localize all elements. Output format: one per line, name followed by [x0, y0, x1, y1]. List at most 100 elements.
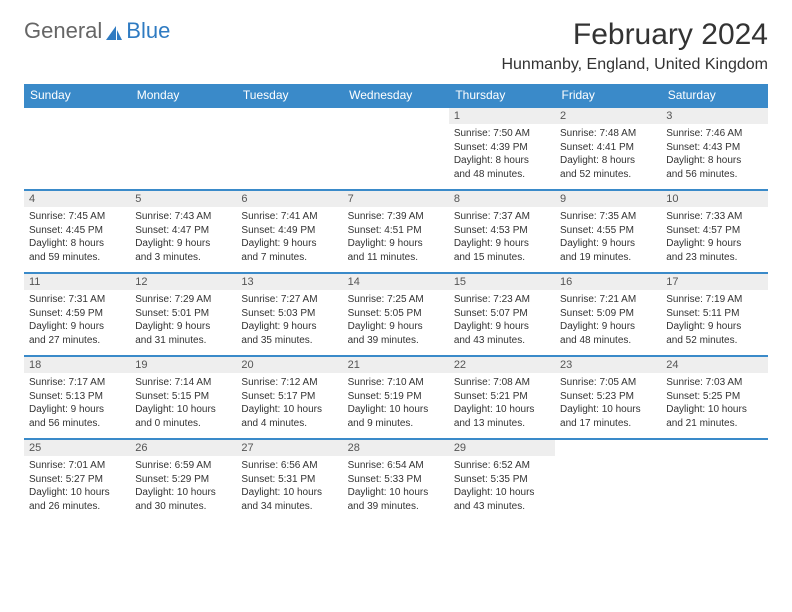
- calendar-day-cell: 18Sunrise: 7:17 AMSunset: 5:13 PMDayligh…: [24, 356, 130, 439]
- daylight-text-1: Daylight: 9 hours: [666, 237, 762, 251]
- daylight-text-2: and 13 minutes.: [454, 417, 550, 431]
- daylight-text-1: Daylight: 10 hours: [348, 486, 444, 500]
- day-number: 25: [24, 440, 130, 456]
- day-details: Sunrise: 7:21 AMSunset: 5:09 PMDaylight:…: [555, 290, 661, 355]
- daylight-text-2: and 15 minutes.: [454, 251, 550, 265]
- day-number: 29: [449, 440, 555, 456]
- daylight-text-2: and 34 minutes.: [241, 500, 337, 514]
- daylight-text-1: Daylight: 10 hours: [560, 403, 656, 417]
- sunrise-text: Sunrise: 7:31 AM: [29, 293, 125, 307]
- day-details: Sunrise: 7:12 AMSunset: 5:17 PMDaylight:…: [236, 373, 342, 438]
- daylight-text-1: Daylight: 10 hours: [241, 486, 337, 500]
- day-number: 8: [449, 191, 555, 207]
- calendar-day-cell: [661, 439, 767, 521]
- sunrise-text: Sunrise: 7:12 AM: [241, 376, 337, 390]
- sunrise-text: Sunrise: 7:39 AM: [348, 210, 444, 224]
- daylight-text-1: Daylight: 10 hours: [241, 403, 337, 417]
- day-details: Sunrise: 6:56 AMSunset: 5:31 PMDaylight:…: [236, 456, 342, 521]
- day-number: 21: [343, 357, 449, 373]
- daylight-text-2: and 56 minutes.: [666, 168, 762, 182]
- day-details: Sunrise: 7:37 AMSunset: 4:53 PMDaylight:…: [449, 207, 555, 272]
- day-details: Sunrise: 7:08 AMSunset: 5:21 PMDaylight:…: [449, 373, 555, 438]
- calendar-day-cell: 22Sunrise: 7:08 AMSunset: 5:21 PMDayligh…: [449, 356, 555, 439]
- sunset-text: Sunset: 5:15 PM: [135, 390, 231, 404]
- logo-sail-icon: [104, 22, 124, 40]
- daylight-text-1: Daylight: 10 hours: [135, 486, 231, 500]
- day-details: [130, 124, 236, 184]
- sunset-text: Sunset: 5:13 PM: [29, 390, 125, 404]
- day-details: Sunrise: 7:27 AMSunset: 5:03 PMDaylight:…: [236, 290, 342, 355]
- day-details: Sunrise: 6:54 AMSunset: 5:33 PMDaylight:…: [343, 456, 449, 521]
- day-number: 9: [555, 191, 661, 207]
- calendar-day-cell: 17Sunrise: 7:19 AMSunset: 5:11 PMDayligh…: [661, 273, 767, 356]
- sunrise-text: Sunrise: 6:54 AM: [348, 459, 444, 473]
- day-details: [661, 456, 767, 516]
- calendar-day-cell: 3Sunrise: 7:46 AMSunset: 4:43 PMDaylight…: [661, 107, 767, 190]
- sunrise-text: Sunrise: 7:10 AM: [348, 376, 444, 390]
- calendar-week-row: 25Sunrise: 7:01 AMSunset: 5:27 PMDayligh…: [24, 439, 768, 521]
- dow-saturday: Saturday: [661, 84, 767, 107]
- day-details: Sunrise: 7:10 AMSunset: 5:19 PMDaylight:…: [343, 373, 449, 438]
- day-number: [555, 440, 661, 456]
- daylight-text-2: and 48 minutes.: [560, 334, 656, 348]
- sunset-text: Sunset: 5:25 PM: [666, 390, 762, 404]
- calendar-day-cell: 19Sunrise: 7:14 AMSunset: 5:15 PMDayligh…: [130, 356, 236, 439]
- sunset-text: Sunset: 4:51 PM: [348, 224, 444, 238]
- day-details: Sunrise: 7:23 AMSunset: 5:07 PMDaylight:…: [449, 290, 555, 355]
- daylight-text-2: and 9 minutes.: [348, 417, 444, 431]
- sunset-text: Sunset: 4:53 PM: [454, 224, 550, 238]
- daylight-text-2: and 30 minutes.: [135, 500, 231, 514]
- calendar-week-row: 11Sunrise: 7:31 AMSunset: 4:59 PMDayligh…: [24, 273, 768, 356]
- day-details: Sunrise: 7:31 AMSunset: 4:59 PMDaylight:…: [24, 290, 130, 355]
- daylight-text-2: and 56 minutes.: [29, 417, 125, 431]
- daylight-text-1: Daylight: 9 hours: [241, 320, 337, 334]
- day-number: [661, 440, 767, 456]
- day-details: Sunrise: 7:01 AMSunset: 5:27 PMDaylight:…: [24, 456, 130, 521]
- daylight-text-1: Daylight: 10 hours: [666, 403, 762, 417]
- day-number: 27: [236, 440, 342, 456]
- calendar-day-cell: 11Sunrise: 7:31 AMSunset: 4:59 PMDayligh…: [24, 273, 130, 356]
- sunrise-text: Sunrise: 7:43 AM: [135, 210, 231, 224]
- daylight-text-1: Daylight: 8 hours: [454, 154, 550, 168]
- daylight-text-2: and 59 minutes.: [29, 251, 125, 265]
- daylight-text-1: Daylight: 10 hours: [29, 486, 125, 500]
- sunrise-text: Sunrise: 7:33 AM: [666, 210, 762, 224]
- day-details: Sunrise: 7:17 AMSunset: 5:13 PMDaylight:…: [24, 373, 130, 438]
- daylight-text-2: and 0 minutes.: [135, 417, 231, 431]
- daylight-text-2: and 48 minutes.: [454, 168, 550, 182]
- sunrise-text: Sunrise: 6:59 AM: [135, 459, 231, 473]
- sunrise-text: Sunrise: 7:01 AM: [29, 459, 125, 473]
- sunrise-text: Sunrise: 7:05 AM: [560, 376, 656, 390]
- dow-wednesday: Wednesday: [343, 84, 449, 107]
- sunset-text: Sunset: 5:35 PM: [454, 473, 550, 487]
- calendar-day-cell: 25Sunrise: 7:01 AMSunset: 5:27 PMDayligh…: [24, 439, 130, 521]
- sunset-text: Sunset: 4:41 PM: [560, 141, 656, 155]
- calendar-week-row: 1Sunrise: 7:50 AMSunset: 4:39 PMDaylight…: [24, 107, 768, 190]
- dow-tuesday: Tuesday: [236, 84, 342, 107]
- calendar-day-cell: 20Sunrise: 7:12 AMSunset: 5:17 PMDayligh…: [236, 356, 342, 439]
- daylight-text-2: and 7 minutes.: [241, 251, 337, 265]
- sunset-text: Sunset: 4:59 PM: [29, 307, 125, 321]
- sunrise-text: Sunrise: 7:19 AM: [666, 293, 762, 307]
- day-number: 5: [130, 191, 236, 207]
- sunrise-text: Sunrise: 7:48 AM: [560, 127, 656, 141]
- daylight-text-1: Daylight: 9 hours: [454, 237, 550, 251]
- calendar-day-cell: 14Sunrise: 7:25 AMSunset: 5:05 PMDayligh…: [343, 273, 449, 356]
- sunset-text: Sunset: 5:11 PM: [666, 307, 762, 321]
- day-details: Sunrise: 7:03 AMSunset: 5:25 PMDaylight:…: [661, 373, 767, 438]
- sunset-text: Sunset: 5:21 PM: [454, 390, 550, 404]
- sunrise-text: Sunrise: 7:08 AM: [454, 376, 550, 390]
- day-number: 6: [236, 191, 342, 207]
- day-details: Sunrise: 6:59 AMSunset: 5:29 PMDaylight:…: [130, 456, 236, 521]
- calendar-day-cell: [130, 107, 236, 190]
- day-details: Sunrise: 7:05 AMSunset: 5:23 PMDaylight:…: [555, 373, 661, 438]
- sunrise-text: Sunrise: 6:52 AM: [454, 459, 550, 473]
- title-block: February 2024 Hunmanby, England, United …: [501, 18, 768, 74]
- day-number: 2: [555, 108, 661, 124]
- daylight-text-1: Daylight: 9 hours: [560, 320, 656, 334]
- day-details: Sunrise: 7:39 AMSunset: 4:51 PMDaylight:…: [343, 207, 449, 272]
- logo-text-blue: Blue: [126, 18, 170, 44]
- daylight-text-1: Daylight: 9 hours: [29, 403, 125, 417]
- daylight-text-2: and 17 minutes.: [560, 417, 656, 431]
- calendar-week-row: 4Sunrise: 7:45 AMSunset: 4:45 PMDaylight…: [24, 190, 768, 273]
